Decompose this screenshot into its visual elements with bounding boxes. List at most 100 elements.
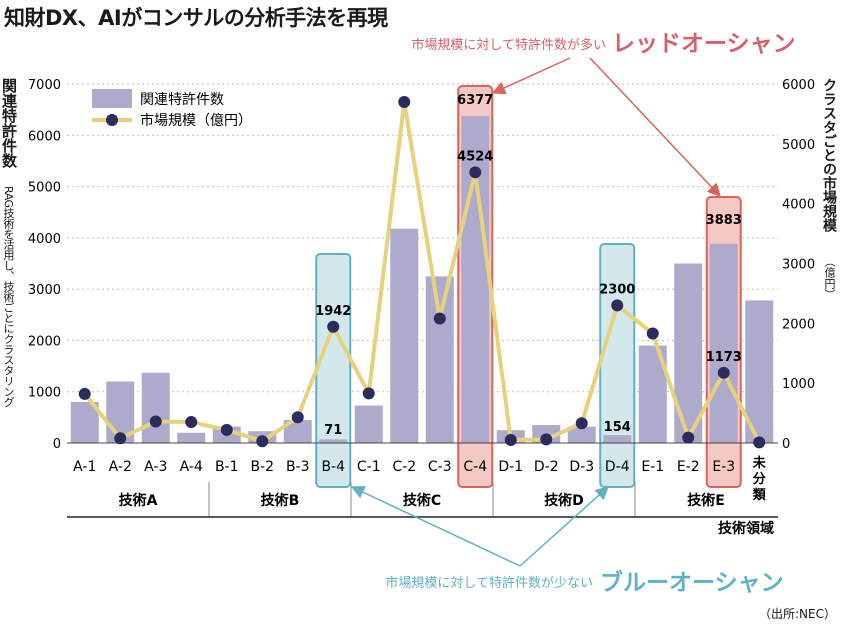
data-label-D-4-market: 2300 [599,282,635,297]
marker-E-2 [682,431,695,444]
blue-ocean-label: ブルーオーシャン [600,569,784,596]
marker-D-4 [611,299,624,312]
legend-bar-swatch [92,89,132,108]
category-label: E-3 [712,459,735,475]
data-label-E-3-patents: 3883 [706,213,742,228]
group-label: 技術A [119,492,158,509]
category-label: C-4 [463,459,487,475]
category-label: C-1 [357,459,381,475]
bar-B-4 [319,439,348,443]
blue-ocean-highlight-box [599,243,636,488]
marker-A-4 [185,416,198,429]
bar-C-4 [461,115,490,444]
left-tick-label: 0 [53,437,61,452]
data-label-B-4-patents: 71 [324,423,342,438]
data-label-D-4-patents: 154 [604,420,631,435]
left-tick-label: 1000 [28,386,61,401]
group-label: 技術C [403,492,441,509]
marker-B-1 [220,423,233,436]
blue-ocean-highlight-box [315,253,352,488]
right-tick-label: 1000 [782,377,815,392]
data-label-B-4-market: 1942 [315,304,351,319]
red-arrow-to-C4 [491,57,571,95]
group-label: 技術B [261,492,300,509]
marker-C-2 [398,95,411,108]
legend-bar-label: 関連特許件数 [140,92,224,108]
category-label: D-2 [534,459,559,475]
source-note: （出所:NEC） [759,607,836,621]
category-label: C-3 [428,459,452,475]
x-axis-title: 技術領域 [718,520,774,537]
category-label: B-4 [321,459,345,475]
market-size-line [83,99,762,444]
group-label: 技術E [687,492,725,509]
legend-line-marker [106,114,118,126]
figure-title: 知財DX、AIがコンサルの分析手法を再現 [4,6,388,30]
red-ocean-label: レッドオーシャン [612,31,796,57]
category-label: A-3 [144,459,167,475]
marker-B-4 [327,320,340,333]
left-tick-label: 6000 [28,129,61,144]
left-tick-label: 2000 [28,334,61,349]
bar-C-3 [425,276,454,443]
marker-E-3 [717,366,730,379]
data-label-C-4-market: 4524 [457,149,493,164]
marker-A-2 [114,432,127,445]
category-label: B-2 [250,459,274,475]
category-label: B-1 [215,459,239,475]
red-arrow-to-E3 [589,57,721,197]
marker-C-1 [362,387,375,400]
bar-D-3 [567,426,596,443]
category-label: D-1 [498,459,523,475]
right-axis-title: クラスタごとの市場規模 [821,78,837,232]
category-label: D-3 [569,459,594,475]
bar-C-2 [390,228,419,443]
bar-未分類 [745,300,774,443]
category-label: B-3 [286,459,310,475]
marker-C-3 [433,312,446,325]
bar-A-1 [70,401,99,443]
category-label: A-2 [109,459,132,475]
data-label-E-3-market: 1173 [706,350,742,365]
bar-C-1 [354,405,383,443]
category-label: A-1 [73,459,96,475]
category-label-unclassified: 未分類 [752,455,767,503]
marker-A-3 [149,415,162,428]
bar-A-4 [177,432,206,443]
category-label: C-2 [392,459,416,475]
category-label: E-1 [641,459,664,475]
right-axis-unit: （億円） [823,256,836,300]
bar-E-3 [709,243,738,443]
marker-B-2 [256,435,269,448]
right-tick-label: 3000 [782,258,815,273]
right-tick-label: 0 [782,437,790,452]
data-label-C-4-patents: 6377 [457,93,493,108]
marker-E-1 [646,327,659,340]
left-tick-label: 7000 [28,78,61,93]
bar-D-4 [603,435,632,443]
left-tick-label: 4000 [28,232,61,247]
blue-arrow-to-B4 [350,486,521,567]
marker-D-2 [540,433,553,446]
marker-C-4 [469,166,482,179]
marker-A-1 [78,387,91,400]
category-label: E-2 [677,459,700,475]
marker-未分類 [753,436,766,449]
left-axis-subtitle: RAG技術を活用し、技術ごとにクラスタリング [2,186,15,408]
blue-ocean-caption: 市場規模に対して特許件数が少ない [385,575,593,591]
marker-B-3 [291,411,304,424]
left-tick-label: 3000 [28,283,61,298]
right-tick-label: 4000 [782,198,815,213]
group-label: 技術D [544,492,584,509]
right-tick-label: 2000 [782,317,815,332]
red-ocean-caption: 市場規模に対して特許件数が多い [411,37,606,53]
category-label: A-4 [180,459,203,475]
legend-line-label: 市場規模（億円） [140,112,252,129]
blue-arrow-to-D4 [519,486,610,567]
right-tick-label: 5000 [782,138,815,153]
right-tick-label: 6000 [782,78,815,93]
left-tick-label: 5000 [28,181,61,196]
category-label: D-4 [605,459,630,475]
